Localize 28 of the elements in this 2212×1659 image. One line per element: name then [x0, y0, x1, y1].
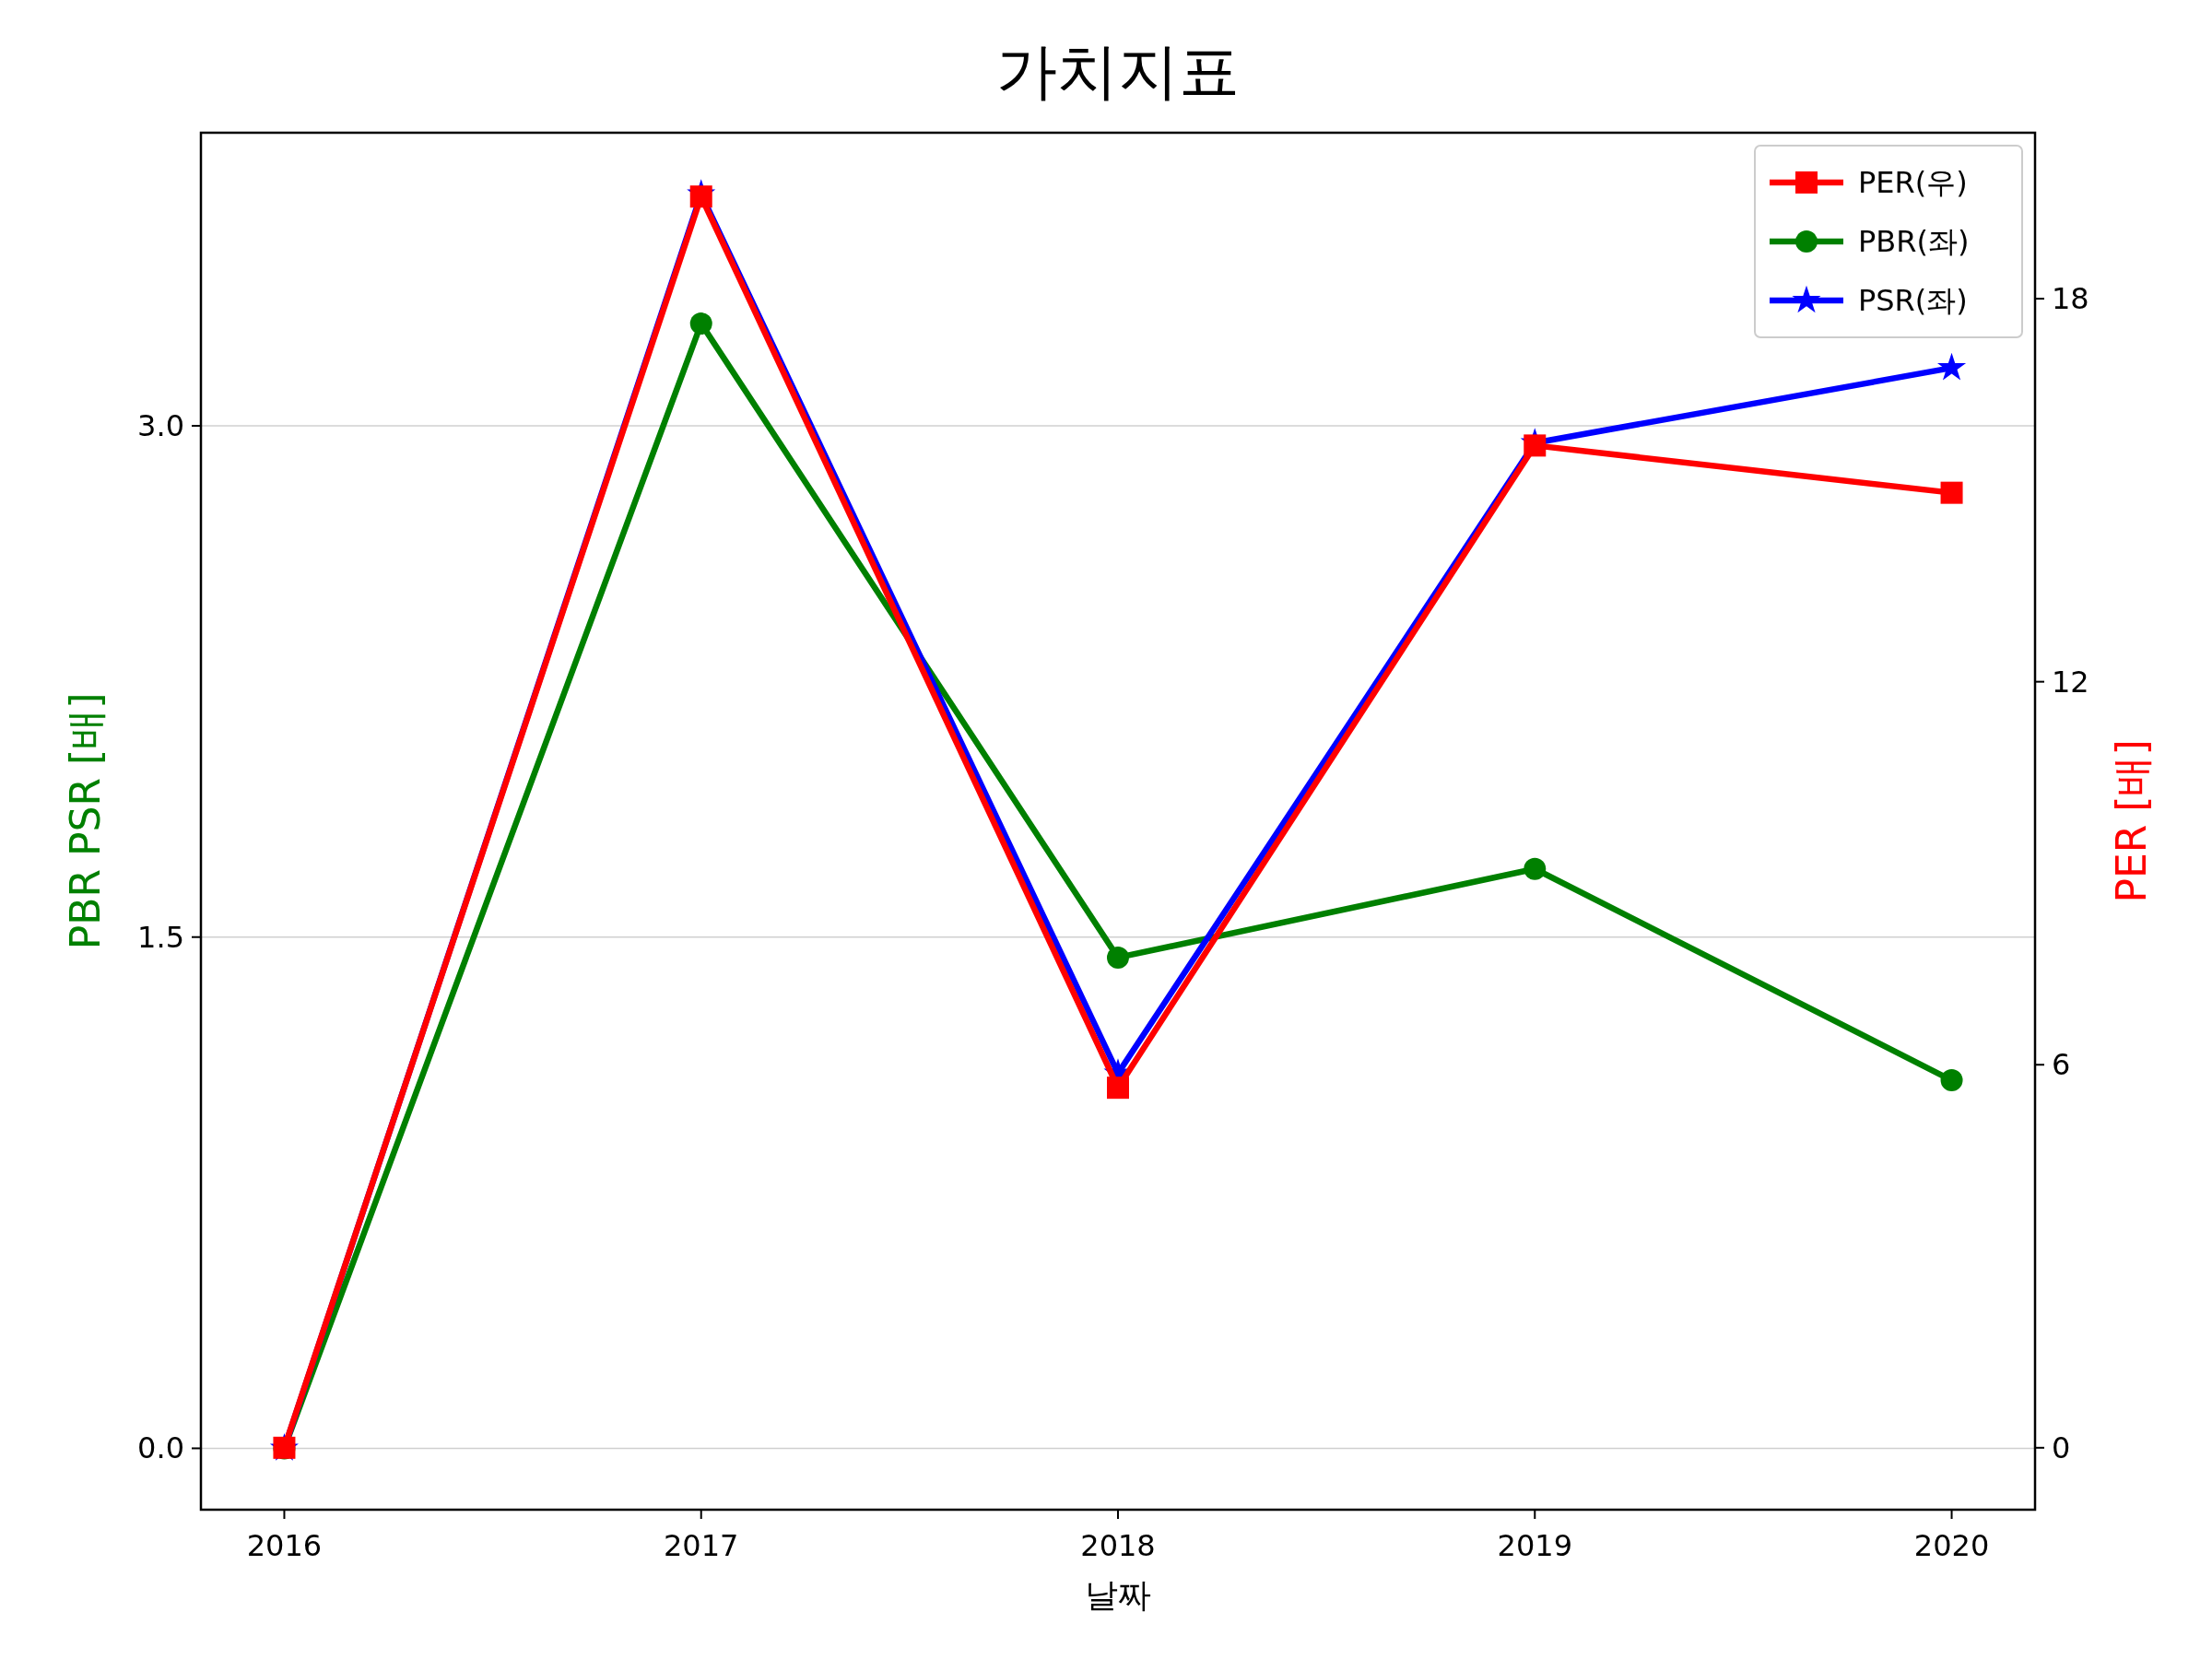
point — [689, 185, 712, 208]
x-tick-label: 2017 — [664, 1528, 739, 1563]
point — [1107, 1077, 1129, 1100]
y-tick-label: 1.5 — [137, 919, 184, 955]
legend-label: PBR(좌) — [1858, 224, 1970, 259]
point — [1937, 352, 1967, 381]
x-tick-label: 2018 — [1080, 1528, 1156, 1563]
y-axis-title: PBR PSR [배] — [62, 692, 109, 950]
x-tick-label: 2020 — [1913, 1528, 1990, 1563]
point — [1940, 1069, 1963, 1092]
y-tick-label: 3.0 — [137, 408, 184, 444]
chart-title: 가치지표 — [996, 36, 1240, 107]
x-tick-label: 2016 — [246, 1528, 323, 1563]
point — [1107, 946, 1129, 969]
y2-tick-label: 12 — [2052, 664, 2089, 700]
y-tick-label: 0.0 — [137, 1430, 184, 1466]
y2-tick-label: 18 — [2052, 281, 2089, 317]
y2-tick-label: 0 — [2052, 1430, 2071, 1465]
legend-label: PER(우) — [1858, 165, 1968, 200]
x-tick-label: 2019 — [1497, 1528, 1572, 1563]
y2-tick-label: 6 — [2052, 1047, 2071, 1083]
point — [1940, 481, 1963, 504]
legend-label: PSR(좌) — [1858, 283, 1968, 318]
point — [1524, 857, 1547, 880]
point — [1524, 434, 1547, 457]
x-axis-title: 날짜 — [1085, 1576, 1151, 1614]
y2-axis-title: PER [배] — [2108, 739, 2155, 903]
point — [689, 312, 712, 335]
